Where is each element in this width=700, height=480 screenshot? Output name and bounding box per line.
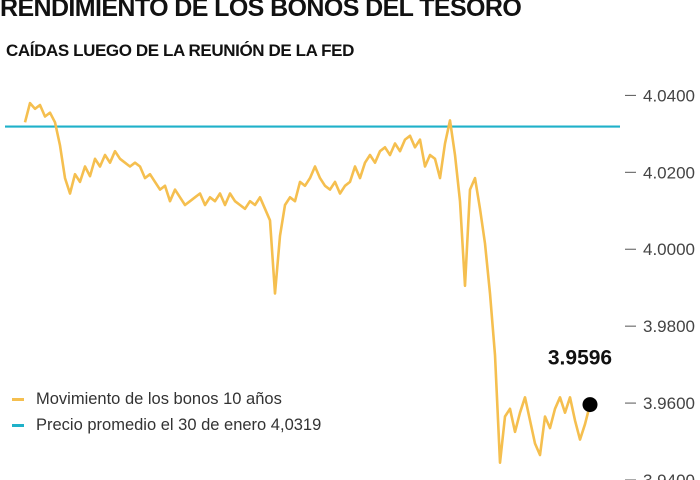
- legend-swatch-series: [12, 397, 24, 401]
- y-tick-label: 4.0400: [643, 86, 695, 105]
- legend-item-reference: Precio promedio el 30 de enero 4,0319: [12, 412, 321, 438]
- legend-swatch-reference: [12, 423, 24, 427]
- y-tick-label: 3.9400: [643, 471, 695, 480]
- chart-subtitle: CAÍDAS LUEGO DE LA REUNIÓN DE LA FED: [6, 41, 354, 60]
- legend-item-series: Movimiento de los bonos 10 años: [12, 386, 321, 412]
- y-tick-label: 4.0000: [643, 240, 695, 259]
- y-tick-label: 3.9800: [643, 317, 695, 336]
- series-line-bonos-10-anos: [23, 101, 592, 464]
- last-point-marker: [582, 397, 598, 413]
- legend-label-reference: Precio promedio el 30 de enero 4,0319: [36, 415, 322, 434]
- legend: Movimiento de los bonos 10 años Precio p…: [12, 386, 321, 438]
- y-tick-label: 4.0200: [643, 163, 695, 182]
- y-tick-label: 3.9600: [643, 394, 695, 413]
- chart-title: RENDIMIENTO DE LOS BONOS DEL TESORO: [0, 0, 522, 22]
- y-axis: 4.0400 4.0200 4.0000 3.9800 3.9600 3.9400: [625, 86, 695, 480]
- legend-label-series: Movimiento de los bonos 10 años: [36, 389, 282, 408]
- last-value-label: 3.9596: [548, 347, 612, 370]
